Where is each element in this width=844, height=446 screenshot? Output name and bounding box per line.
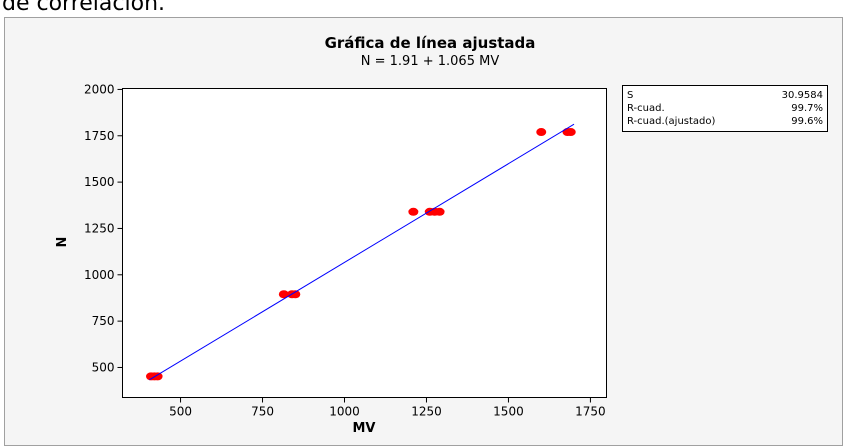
y-tick-label: 1500	[84, 175, 115, 189]
x-tick-label: 1250	[411, 405, 442, 419]
x-tick-label: 750	[251, 405, 274, 419]
data-point	[434, 207, 445, 216]
y-tick-label: 750	[92, 314, 115, 328]
stat-label: R-cuad.	[627, 103, 665, 114]
y-tick-label: 1000	[84, 268, 115, 282]
data-point	[290, 290, 301, 299]
x-tick-label: 1500	[493, 405, 524, 419]
stat-value: 99.7%	[791, 103, 823, 114]
fit-line	[149, 123, 575, 381]
stat-label: R-cuad.(ajustado)	[627, 116, 716, 127]
x-tick-label: 1750	[575, 405, 606, 419]
x-axis-label: MV	[353, 421, 376, 436]
y-tick-label: 500	[92, 360, 115, 374]
data-point	[152, 372, 163, 381]
stats-box	[622, 85, 828, 132]
stats-table: S 30.9584 R-cuad. 99.7% R-cuad.(ajustado) 99.…	[627, 90, 823, 127]
data-point	[408, 207, 419, 216]
data-point	[278, 290, 289, 299]
y-tick-label: 1250	[84, 221, 115, 235]
chart-title: Gráfica de línea ajustada	[325, 34, 536, 52]
header-text: de correlación.	[2, 0, 165, 16]
stat-value: 30.9584	[782, 90, 823, 101]
chart-subtitle: N = 1.91 + 1.065 MV	[361, 54, 500, 69]
x-tick-label: 1000	[329, 405, 360, 419]
data-point	[565, 128, 576, 137]
x-tick-label: 500	[169, 405, 192, 419]
y-tick-label: 1750	[84, 129, 115, 143]
stat-value: 99.6%	[791, 116, 823, 127]
y-axis-label: N	[55, 237, 70, 248]
y-tick-label: 2000	[84, 82, 115, 96]
plot-area	[122, 88, 607, 398]
stat-label: S	[627, 90, 633, 101]
data-point	[536, 128, 547, 137]
